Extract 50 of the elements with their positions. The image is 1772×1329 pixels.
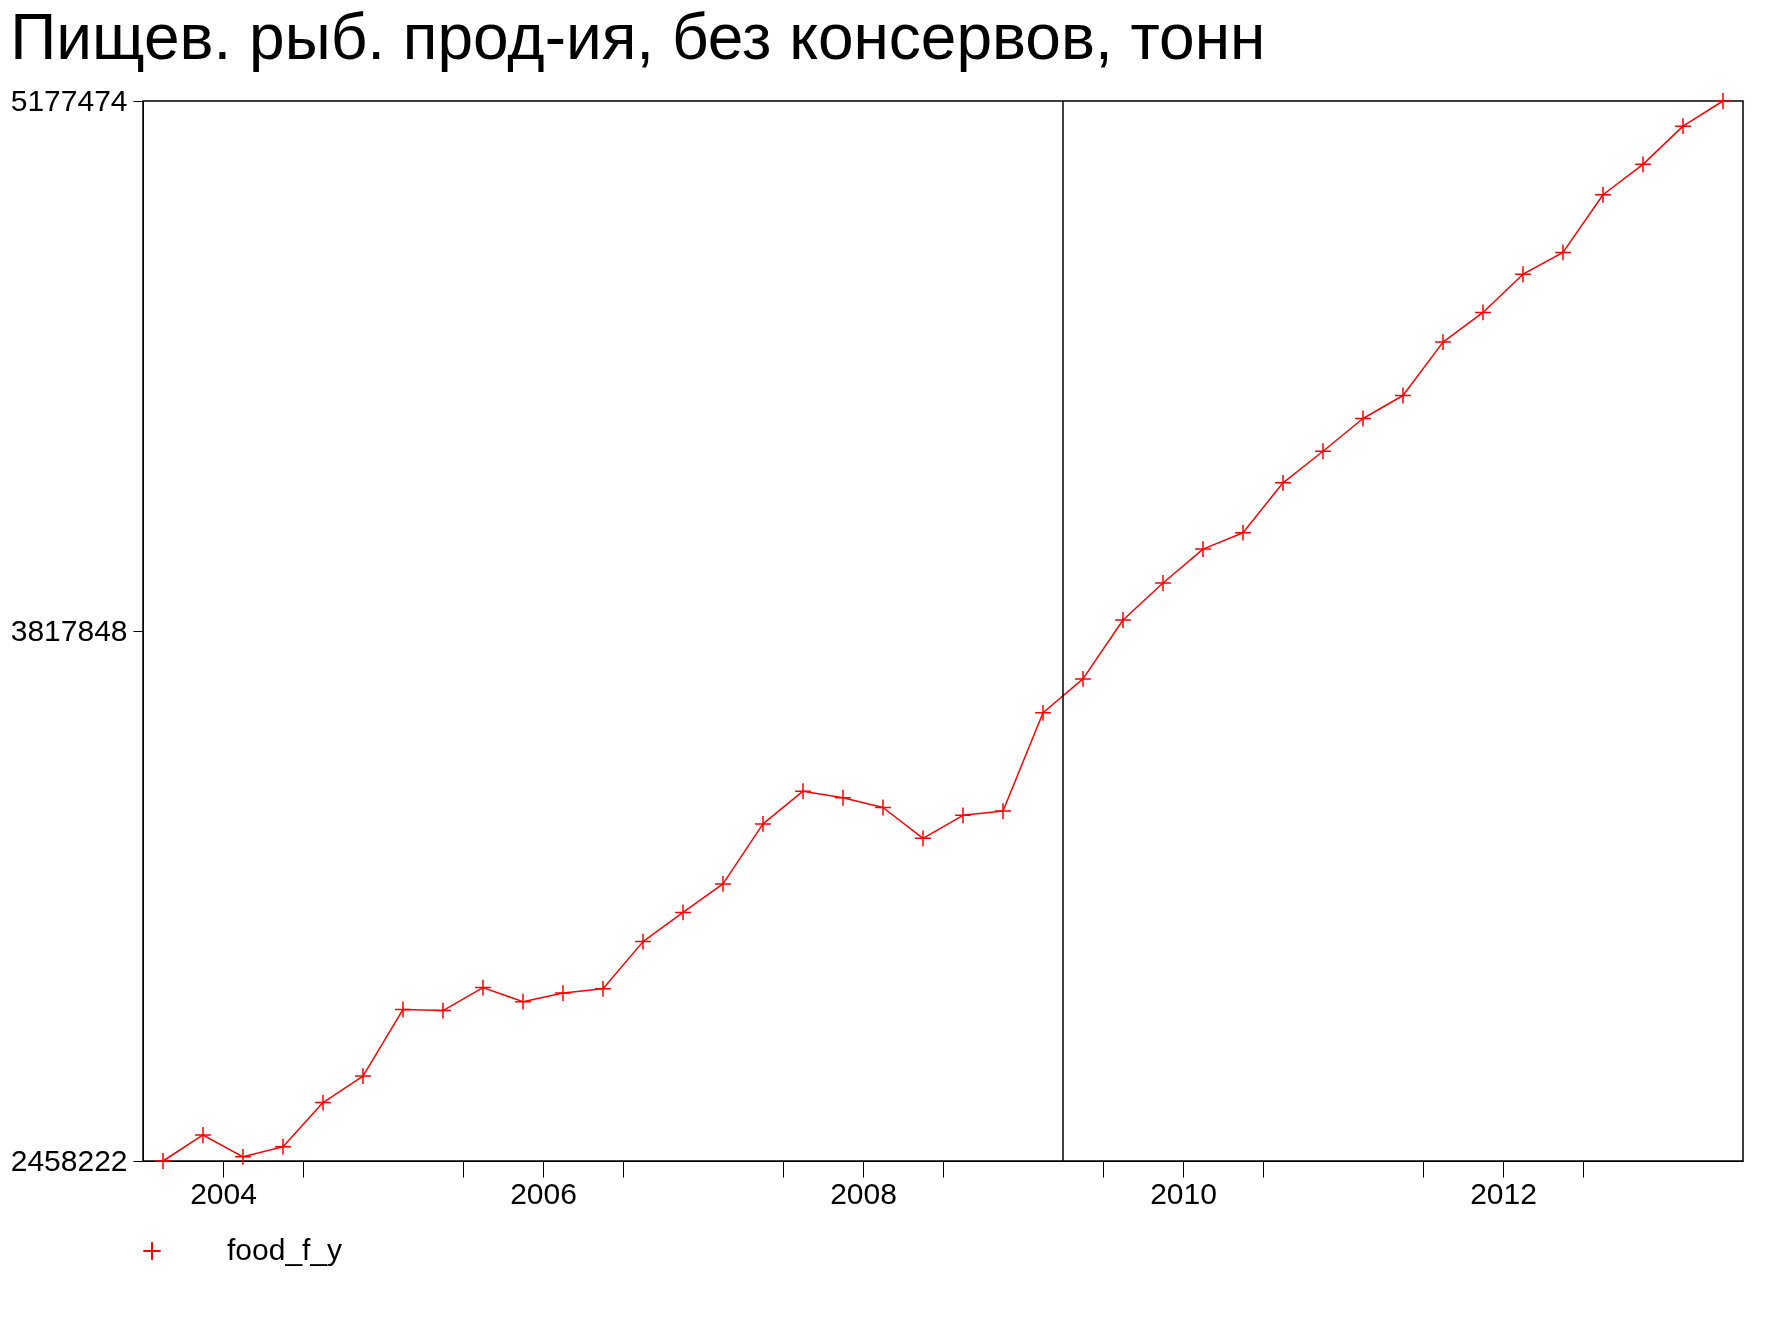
point bbox=[1434, 333, 1452, 351]
point bbox=[914, 829, 932, 847]
point bbox=[1554, 243, 1572, 262]
point bbox=[1474, 303, 1492, 322]
point bbox=[1594, 186, 1612, 204]
x-tick-label: 2010 bbox=[1150, 1176, 1217, 1210]
chart-title: Пищев. рыб. прод-ия, без консервов, тонн bbox=[10, 1, 1266, 73]
x-tick-label: 2006 bbox=[510, 1176, 577, 1210]
point bbox=[394, 1000, 412, 1019]
point bbox=[1114, 611, 1132, 629]
point bbox=[194, 1126, 212, 1144]
x-tick-label: 2008 bbox=[830, 1176, 897, 1210]
point bbox=[1514, 265, 1532, 283]
x-tick-label: 2012 bbox=[1470, 1176, 1537, 1210]
y-tick-label: 2458222 bbox=[10, 1143, 128, 1177]
point bbox=[994, 802, 1012, 820]
point bbox=[634, 932, 652, 951]
point bbox=[1314, 442, 1332, 460]
point bbox=[714, 875, 732, 893]
point bbox=[834, 789, 852, 807]
y-tick-label: 5177474 bbox=[10, 83, 128, 117]
point bbox=[1234, 524, 1252, 542]
point bbox=[1074, 670, 1092, 688]
point bbox=[354, 1067, 372, 1085]
point bbox=[234, 1148, 252, 1166]
point bbox=[474, 978, 492, 997]
x-tick-label: 2004 bbox=[190, 1176, 257, 1210]
point bbox=[754, 815, 772, 833]
point bbox=[794, 782, 812, 800]
point bbox=[594, 980, 612, 998]
point bbox=[1634, 155, 1652, 173]
point bbox=[314, 1093, 332, 1112]
point bbox=[1034, 704, 1052, 722]
point bbox=[1194, 540, 1212, 558]
point bbox=[674, 903, 692, 922]
y-tick-label: 3817848 bbox=[10, 613, 128, 647]
point bbox=[434, 1001, 452, 1020]
point bbox=[514, 993, 532, 1011]
point bbox=[1274, 474, 1292, 492]
point bbox=[874, 798, 892, 817]
point bbox=[1394, 386, 1412, 405]
point bbox=[1354, 409, 1372, 428]
point bbox=[274, 1138, 292, 1156]
point bbox=[1154, 574, 1172, 592]
legend-label: food_f_y bbox=[227, 1233, 343, 1266]
point bbox=[154, 1152, 172, 1170]
point bbox=[1714, 92, 1732, 110]
point bbox=[1674, 117, 1692, 135]
point bbox=[554, 984, 572, 1002]
point bbox=[954, 806, 972, 824]
